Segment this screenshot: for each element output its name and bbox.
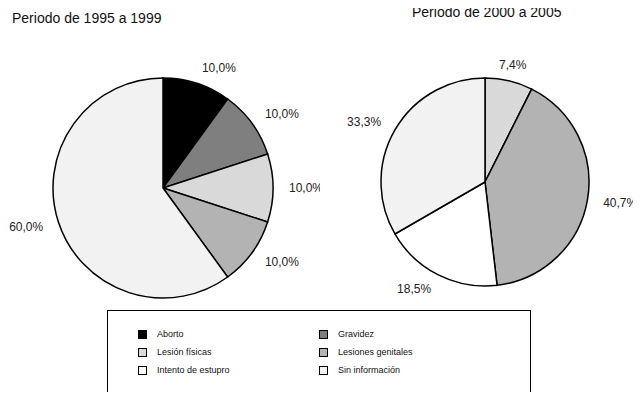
svg-text:10,0%: 10,0% <box>289 181 320 195</box>
svg-text:10,0%: 10,0% <box>202 61 236 75</box>
svg-text:18,5%: 18,5% <box>397 282 431 296</box>
html-text:Sin información: Sin información <box>338 365 400 375</box>
svg-text:60,0%: 60,0% <box>9 220 43 234</box>
svg-text:7,4%: 7,4% <box>499 58 527 72</box>
svg-text:40,7%: 40,7% <box>603 196 633 210</box>
html-text:Periodo de 2000 a 2005: Periodo de 2000 a 2005 <box>412 4 562 20</box>
html-text:Gravidez: Gravidez <box>338 329 374 339</box>
html-text:Aborto: Aborto <box>157 329 184 339</box>
html-text:Lesión físicas: Lesión físicas <box>157 347 212 357</box>
svg-text:33,3%: 33,3% <box>347 115 381 129</box>
html-text:Periodo de 1995 a 1999: Periodo de 1995 a 1999 <box>12 10 162 26</box>
svg-text:10,0%: 10,0% <box>265 255 299 269</box>
svg-text:10,0%: 10,0% <box>265 107 299 121</box>
html-text:Intento de estupro: Intento de estupro <box>157 365 230 375</box>
html-text:Lesiones genitales: Lesiones genitales <box>338 347 413 357</box>
